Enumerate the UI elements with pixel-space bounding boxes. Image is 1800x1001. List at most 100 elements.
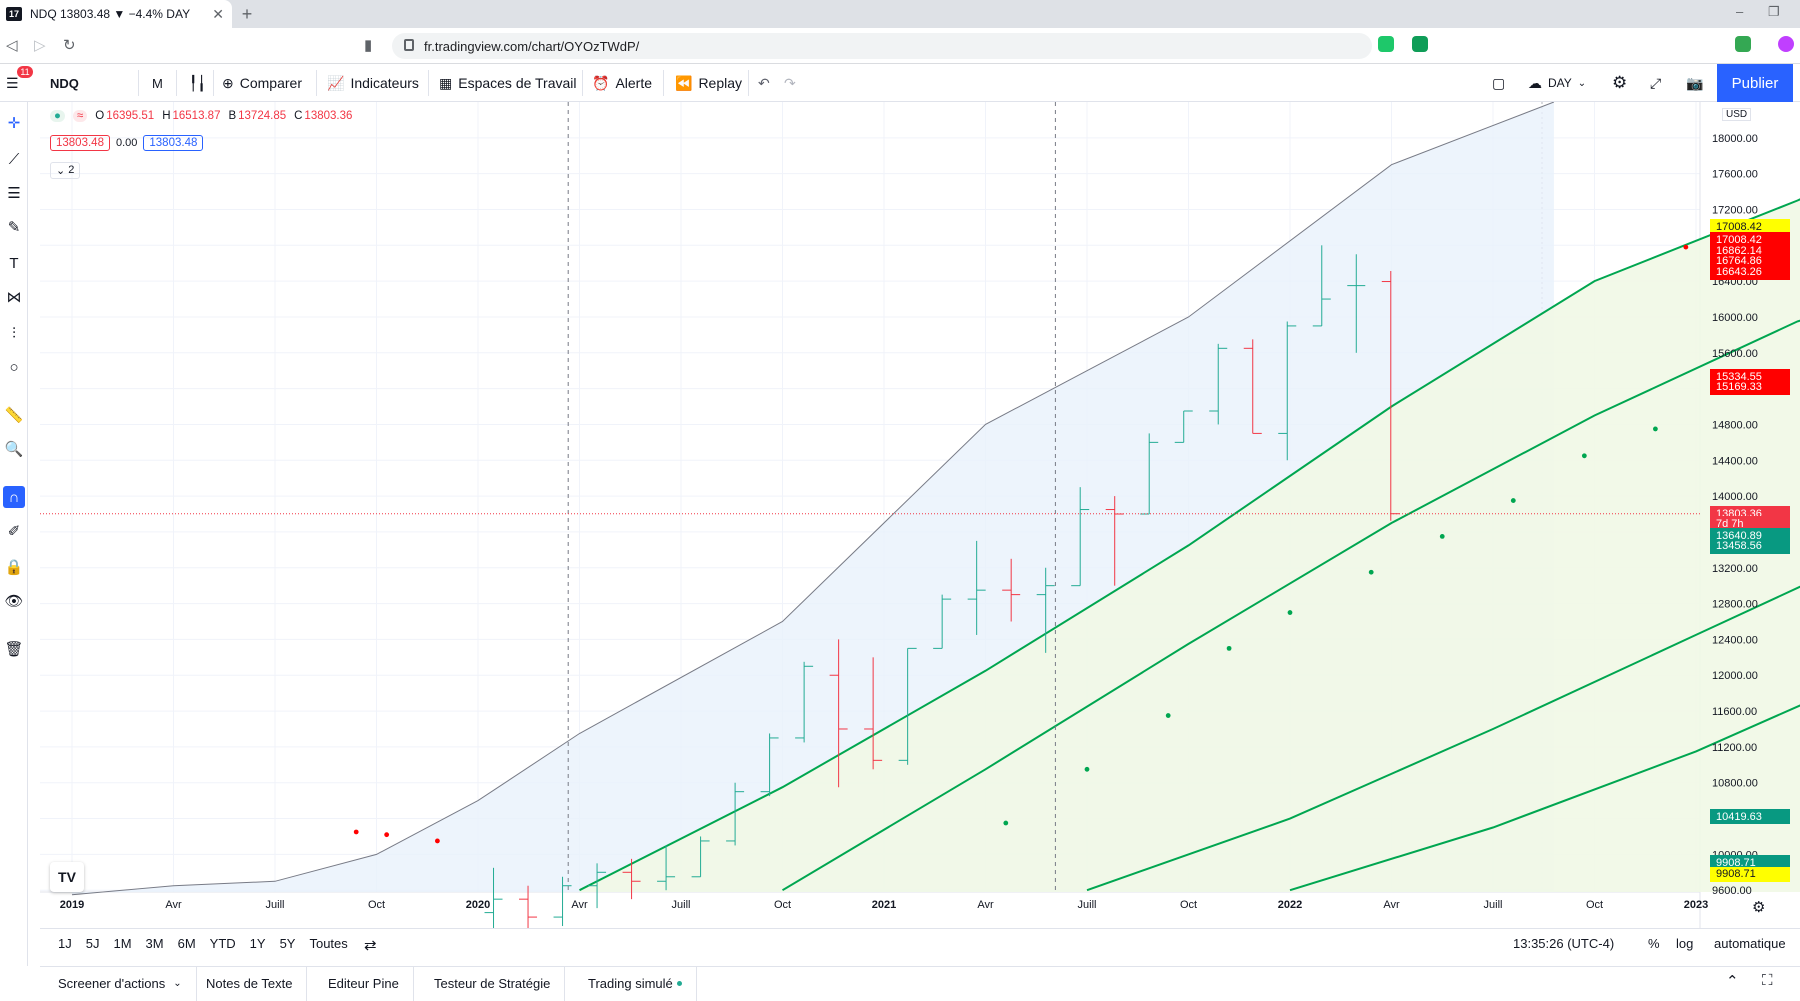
range-3m[interactable]: 3M — [145, 936, 164, 951]
chart-type-icon[interactable]: ╿╽ — [189, 74, 206, 91]
y-tick-label: 13200.00 — [1712, 563, 1758, 575]
symbol-search[interactable]: NDQ — [50, 75, 79, 91]
sar-dot — [1683, 244, 1689, 250]
profile-icon[interactable] — [1778, 36, 1794, 52]
visibility-toggle[interactable]: ● — [50, 110, 65, 122]
camera-icon[interactable]: 📷 — [1686, 74, 1704, 91]
range-5j[interactable]: 5J — [85, 936, 100, 951]
tab-text-notes[interactable]: Notes de Texte — [192, 966, 308, 1001]
extension-icon[interactable] — [1735, 36, 1751, 52]
x-tick-label: Avr — [571, 899, 588, 911]
fullscreen-icon[interactable]: ⤢ — [1650, 74, 1662, 91]
tab-paper-trading[interactable]: Trading simulé — [574, 966, 697, 1001]
ask-button[interactable]: 13803.48 — [143, 135, 204, 151]
bid-button[interactable]: 13803.48 — [50, 135, 110, 151]
price-chart[interactable]: 9600.00 10000.00 10400.00 10800.00 11200.00 1… — [40, 102, 1800, 928]
brush-icon[interactable]: ✎ — [7, 219, 21, 236]
chevron-up-icon[interactable]: ⌃ — [1726, 973, 1739, 990]
y-tick-label: 14400.00 — [1712, 455, 1758, 467]
y-tick-label: 16000.00 — [1712, 312, 1758, 324]
settings-icon[interactable]: ⚙ — [1612, 73, 1628, 92]
tab-pine-editor[interactable]: Editeur Pine — [314, 966, 414, 1001]
bookmark-icon[interactable]: ▮ — [364, 37, 373, 54]
currency-selector[interactable]: USD — [1722, 108, 1752, 121]
goto-date-icon[interactable]: ⇄ — [364, 937, 377, 954]
eye-icon[interactable]: 👁 — [4, 593, 24, 610]
y-tick-label: 17600.00 — [1712, 169, 1758, 181]
percent-toggle[interactable]: % — [1648, 936, 1660, 951]
collapse-indicators[interactable]: ⌄ 2 — [50, 162, 81, 179]
close-tab-icon[interactable]: ✕ — [212, 5, 224, 22]
undo-icon[interactable]: ↶ — [758, 74, 770, 91]
log-toggle[interactable]: log — [1676, 936, 1694, 951]
data-window-icon[interactable]: ≈ — [72, 110, 88, 122]
redo-icon[interactable]: ↷ — [784, 74, 796, 91]
pattern-icon[interactable]: ⋈ — [6, 289, 22, 306]
restore-icon[interactable]: ❐ — [1768, 4, 1780, 19]
x-tick-label: Avr — [1383, 899, 1400, 911]
range-toutes[interactable]: Toutes — [309, 936, 348, 951]
pencil-lock-icon[interactable]: ✐ — [7, 523, 21, 540]
menu-icon[interactable]: ☰ — [6, 74, 19, 91]
trendline-icon[interactable]: ⟋ — [8, 150, 20, 168]
minimize-icon[interactable]: – — [1736, 4, 1744, 19]
extension-icon[interactable] — [1378, 36, 1394, 52]
browser-tab[interactable]: 17 NDQ 13803.48 ▼ −4.4% DAY ✕ — [0, 0, 232, 28]
y-tick-label: 10800.00 — [1712, 778, 1758, 790]
tab-strategy-tester[interactable]: Testeur de Stratégie — [420, 966, 566, 1001]
ohlc-high: H 16513.87 — [162, 110, 221, 122]
tab-title: NDQ 13803.48 ▼ −4.4% DAY — [30, 7, 191, 21]
range-5y[interactable]: 5Y — [279, 936, 296, 951]
y-tick-label: 18000.00 — [1712, 133, 1758, 145]
x-tick-label: 2021 — [872, 899, 896, 911]
axis-settings-icon[interactable]: ⚙ — [1752, 899, 1766, 916]
zoom-icon[interactable]: 🔍 — [4, 441, 24, 458]
reload-icon[interactable]: ↻ — [63, 37, 76, 54]
compare-button[interactable]: ⊕ Comparer — [222, 74, 302, 92]
publish-button[interactable]: Publier — [1717, 64, 1793, 102]
y-tick-label: 15200.00 — [1712, 384, 1758, 396]
back-icon[interactable]: ◁ — [6, 37, 18, 54]
chevron-down-icon: ⌄ — [173, 978, 182, 989]
crosshair-icon[interactable]: ✛ — [7, 115, 21, 132]
chevron-down-icon: ⌄ — [56, 165, 66, 177]
range-6m[interactable]: 6M — [177, 936, 196, 951]
sar-dot — [1287, 610, 1293, 615]
auto-toggle[interactable]: automatique — [1714, 936, 1786, 951]
url-input[interactable]: fr.tradingview.com/chart/OYOzTWdP/ — [392, 33, 1372, 59]
extension-icon[interactable] — [1412, 36, 1428, 52]
fib-icon[interactable]: ☰ — [7, 185, 21, 202]
indicators-button[interactable]: 📈 Indicateurs — [327, 74, 419, 92]
range-1y[interactable]: 1Y — [249, 936, 266, 951]
y-tick-label: 13600.00 — [1712, 527, 1758, 539]
lock-icon[interactable]: 🔒 — [4, 559, 24, 576]
maximize-icon[interactable]: ⛶ — [1762, 972, 1773, 989]
magnet-icon[interactable]: ∩ — [3, 486, 25, 508]
interval-selector[interactable]: M — [152, 75, 163, 91]
tradingview-logo: TV — [50, 862, 84, 892]
range-ytd[interactable]: YTD — [209, 936, 236, 951]
x-tick-label: Avr — [165, 899, 182, 911]
y-tick-label: 10400.00 — [1712, 814, 1758, 826]
session-selector[interactable]: ☁ DAY ⌄ — [1528, 74, 1587, 91]
range-1j[interactable]: 1J — [58, 936, 72, 951]
trash-icon[interactable]: 🗑 — [4, 641, 24, 658]
forward-icon[interactable]: ▷ — [34, 37, 46, 54]
layout-icon[interactable]: ▢ — [1492, 74, 1506, 91]
tab-stock-screener[interactable]: Screener d'actions ⌄ — [44, 966, 197, 1001]
ruler-icon[interactable]: 📏 — [4, 407, 24, 424]
replay-button[interactable]: ⏪ Replay — [675, 74, 743, 92]
chevron-down-icon: ⌄ — [1577, 77, 1587, 89]
alert-button[interactable]: ⏰ Alerte — [592, 74, 653, 92]
y-tick-label: 12800.00 — [1712, 599, 1758, 611]
circle-icon[interactable]: ○ — [9, 358, 19, 376]
new-tab-icon[interactable]: + — [241, 4, 253, 24]
clock[interactable]: 13:35:26 (UTC-4) — [1513, 936, 1615, 951]
range-1m[interactable]: 1M — [113, 936, 132, 951]
sar-dot — [1510, 498, 1516, 503]
text-icon[interactable]: T — [9, 254, 19, 272]
cloud-icon: ☁ — [1528, 74, 1542, 91]
forecast-icon[interactable]: ⫶ — [12, 324, 16, 342]
workspaces-button[interactable]: ▦ Espaces de Travail — [439, 74, 577, 92]
series-band-top — [579, 198, 1800, 892]
